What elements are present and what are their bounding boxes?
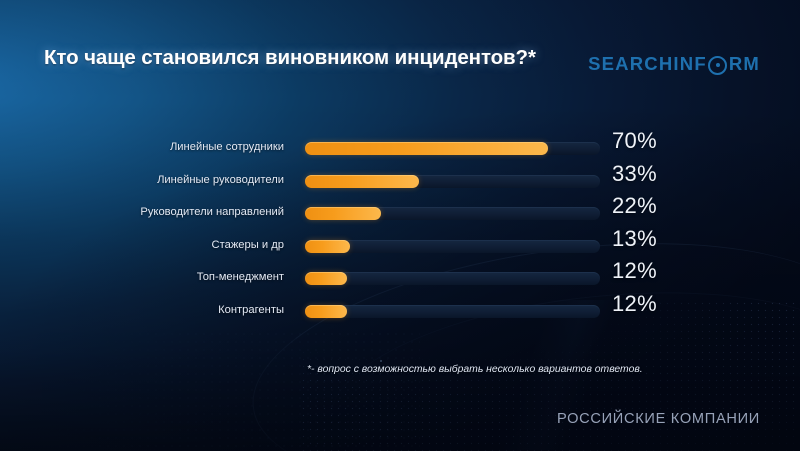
background-speck (380, 360, 382, 362)
bar-fill (305, 207, 382, 220)
logo-text-start: SEARCHINF (588, 53, 707, 74)
logo-text-end: RM (728, 53, 760, 74)
chart-row: Линейные руководители 33% (0, 161, 800, 198)
bar-value-label: 70% (612, 128, 657, 153)
bar-value-label: 12% (612, 258, 657, 283)
bar-track (305, 304, 600, 318)
bar-category-label: Линейные сотрудники (169, 141, 284, 153)
chart-row: Топ-менеджмент 12% (0, 258, 800, 295)
bar-category-label: Стажеры и др (211, 238, 284, 251)
page-title: Кто чаще становился виновником инциденто… (44, 46, 536, 69)
footer-label: РОССИЙСКИЕ КОМПАНИИ (556, 411, 760, 427)
bar-track (305, 239, 600, 253)
bar-value-label: 33% (612, 160, 657, 186)
chart-row: Линейные сотрудники 70% (0, 128, 800, 165)
bar-fill (305, 304, 347, 318)
bar-value-label: 13% (612, 225, 657, 251)
bar-track (305, 142, 600, 155)
footnote-text: *- вопрос с возможностью выбрать несколь… (307, 364, 643, 375)
bar-value-label: 12% (612, 290, 657, 316)
chart-row: Руководители направлений 22% (0, 193, 800, 230)
bar-track (305, 207, 600, 220)
bar-category-label: Линейные руководители (157, 173, 284, 186)
bar-fill (305, 239, 351, 253)
target-circle-icon (708, 55, 728, 75)
chart-row: Контрагенты 12% (0, 291, 800, 328)
bar-track (305, 174, 600, 188)
bar-fill (305, 272, 347, 285)
bar-chart: Линейные сотрудники 70% Линейные руковод… (0, 128, 800, 328)
bar-value-label: 22% (612, 193, 657, 218)
bar-category-label: Руководители направлений (140, 206, 284, 218)
searchinform-logo: SEARCHINF RM (588, 53, 760, 75)
bar-fill (305, 142, 549, 155)
bar-category-label: Топ-менеджмент (196, 271, 284, 283)
bar-track (305, 272, 600, 285)
bar-category-label: Контрагенты (218, 303, 284, 316)
chart-row: Стажеры и др 13% (0, 226, 800, 263)
bar-fill (305, 174, 420, 188)
